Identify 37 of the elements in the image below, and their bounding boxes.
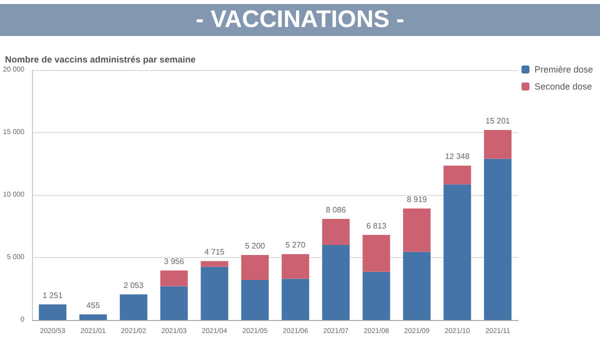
legend-label: Seconde dose: [534, 82, 592, 92]
bar: [403, 208, 431, 252]
total-label: 8 086: [326, 205, 346, 214]
bar: [444, 166, 472, 184]
total-label: 12 348: [445, 152, 470, 162]
bar: [282, 278, 310, 320]
bar: [160, 286, 188, 320]
total-label: 15 201: [486, 116, 511, 126]
total-label: 5 270: [285, 240, 306, 250]
bar: [322, 218, 350, 245]
bar: [200, 261, 228, 267]
bar: [362, 272, 390, 320]
total-label: 455: [86, 300, 100, 310]
total-label: 6 813: [366, 221, 387, 230]
bar: [322, 245, 350, 320]
bar: [282, 254, 310, 279]
total-label: 2 053: [124, 280, 144, 290]
bar: [38, 304, 66, 320]
legend-label: Première dose: [534, 64, 594, 74]
bar: [160, 270, 188, 286]
total-label: 3 956: [164, 257, 185, 266]
bar: [403, 252, 431, 320]
chart-title: - VACCINATIONS -: [0, 4, 600, 36]
bar: [444, 184, 472, 320]
total-label: 5 200: [244, 242, 266, 250]
bar: [362, 234, 390, 272]
bar: [241, 280, 269, 320]
total-label: 8 919: [406, 195, 428, 204]
bar: [241, 255, 269, 280]
total-label: 4 715: [204, 248, 226, 257]
bar: [79, 314, 107, 320]
bar: [484, 158, 512, 320]
bar: [120, 294, 148, 320]
bar: [484, 130, 512, 159]
bar: [200, 266, 228, 320]
y-axis-title: Nombre de vaccins administrés par semaine: [5, 54, 196, 64]
total-label: 1 251: [42, 290, 64, 300]
